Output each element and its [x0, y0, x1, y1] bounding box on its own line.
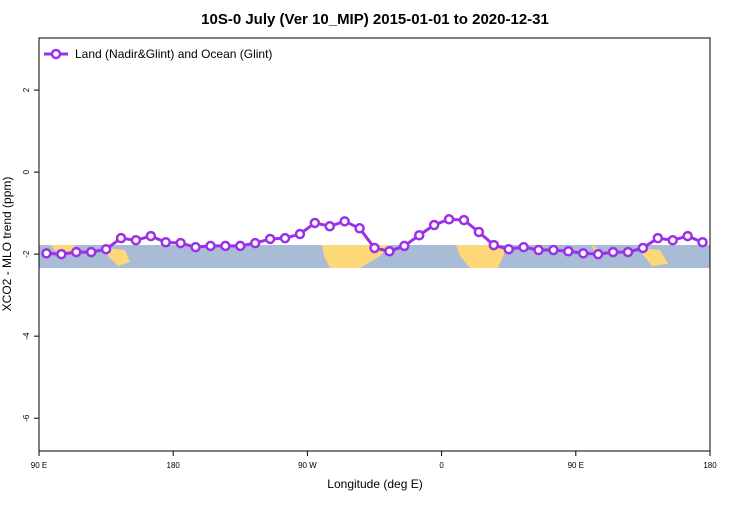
data-point	[622, 246, 634, 258]
data-point	[56, 248, 67, 260]
data-point	[384, 246, 395, 257]
data-point	[71, 246, 82, 258]
y-tick-label: 2	[22, 87, 31, 92]
data-point	[652, 232, 664, 244]
data-point	[533, 244, 544, 256]
data-point	[578, 248, 589, 259]
data-point	[667, 234, 678, 246]
data-point	[354, 223, 365, 234]
x-axis-label: Longitude (deg E)	[327, 477, 422, 491]
data-point	[488, 239, 500, 251]
x-tick-label: 90 W	[298, 461, 317, 470]
legend-label: Land (Nadir&Glint) and Ocean (Glint)	[75, 47, 272, 61]
y-tick-label: 0	[22, 169, 31, 174]
y-tick-label: -2	[22, 250, 31, 258]
data-point	[279, 232, 291, 244]
data-point	[563, 246, 574, 257]
data-point	[309, 217, 321, 229]
data-point	[399, 240, 410, 252]
data-point	[41, 248, 52, 259]
data-point	[235, 240, 246, 252]
plot-frame	[38, 37, 711, 452]
data-point	[130, 234, 142, 246]
x-tick-label: 180	[703, 461, 717, 470]
data-point	[607, 246, 619, 258]
data-point	[324, 220, 336, 232]
x-tick-label: 90 E	[31, 461, 47, 470]
data-point	[339, 216, 350, 227]
data-point	[115, 232, 127, 244]
x-tick-label: 180	[167, 461, 181, 470]
data-point	[548, 244, 559, 256]
data-point	[697, 236, 708, 248]
x-tick-label: 90 E	[568, 461, 584, 470]
data-point	[682, 230, 693, 242]
data-point	[428, 219, 440, 231]
x-tick-label: 0	[439, 461, 444, 470]
y-axis-label: XCO2 - MLO trend (ppm)	[0, 177, 14, 312]
data-point	[458, 214, 470, 226]
data-point	[145, 230, 157, 242]
data-point	[100, 243, 112, 255]
legend-marker	[50, 48, 62, 60]
chart-title: 10S-0 July (Ver 10_MIP) 2015-01-01 to 20…	[201, 11, 549, 28]
data-point	[249, 237, 261, 249]
y-tick-label: -6	[22, 414, 31, 422]
data-point	[369, 242, 380, 254]
data-point	[160, 236, 171, 248]
data-point	[85, 246, 97, 258]
y-tick-label: -4	[22, 332, 31, 340]
data-point	[220, 240, 231, 252]
data-point	[175, 237, 186, 249]
data-point	[443, 214, 455, 225]
data-point	[413, 230, 425, 241]
data-point	[190, 241, 201, 253]
data-point	[473, 226, 485, 238]
data-point	[294, 228, 306, 240]
data-point	[637, 242, 649, 254]
data-point	[592, 248, 604, 260]
data-point	[264, 233, 276, 245]
data-point	[518, 241, 529, 253]
data-point	[503, 243, 514, 255]
data-point	[205, 240, 216, 252]
